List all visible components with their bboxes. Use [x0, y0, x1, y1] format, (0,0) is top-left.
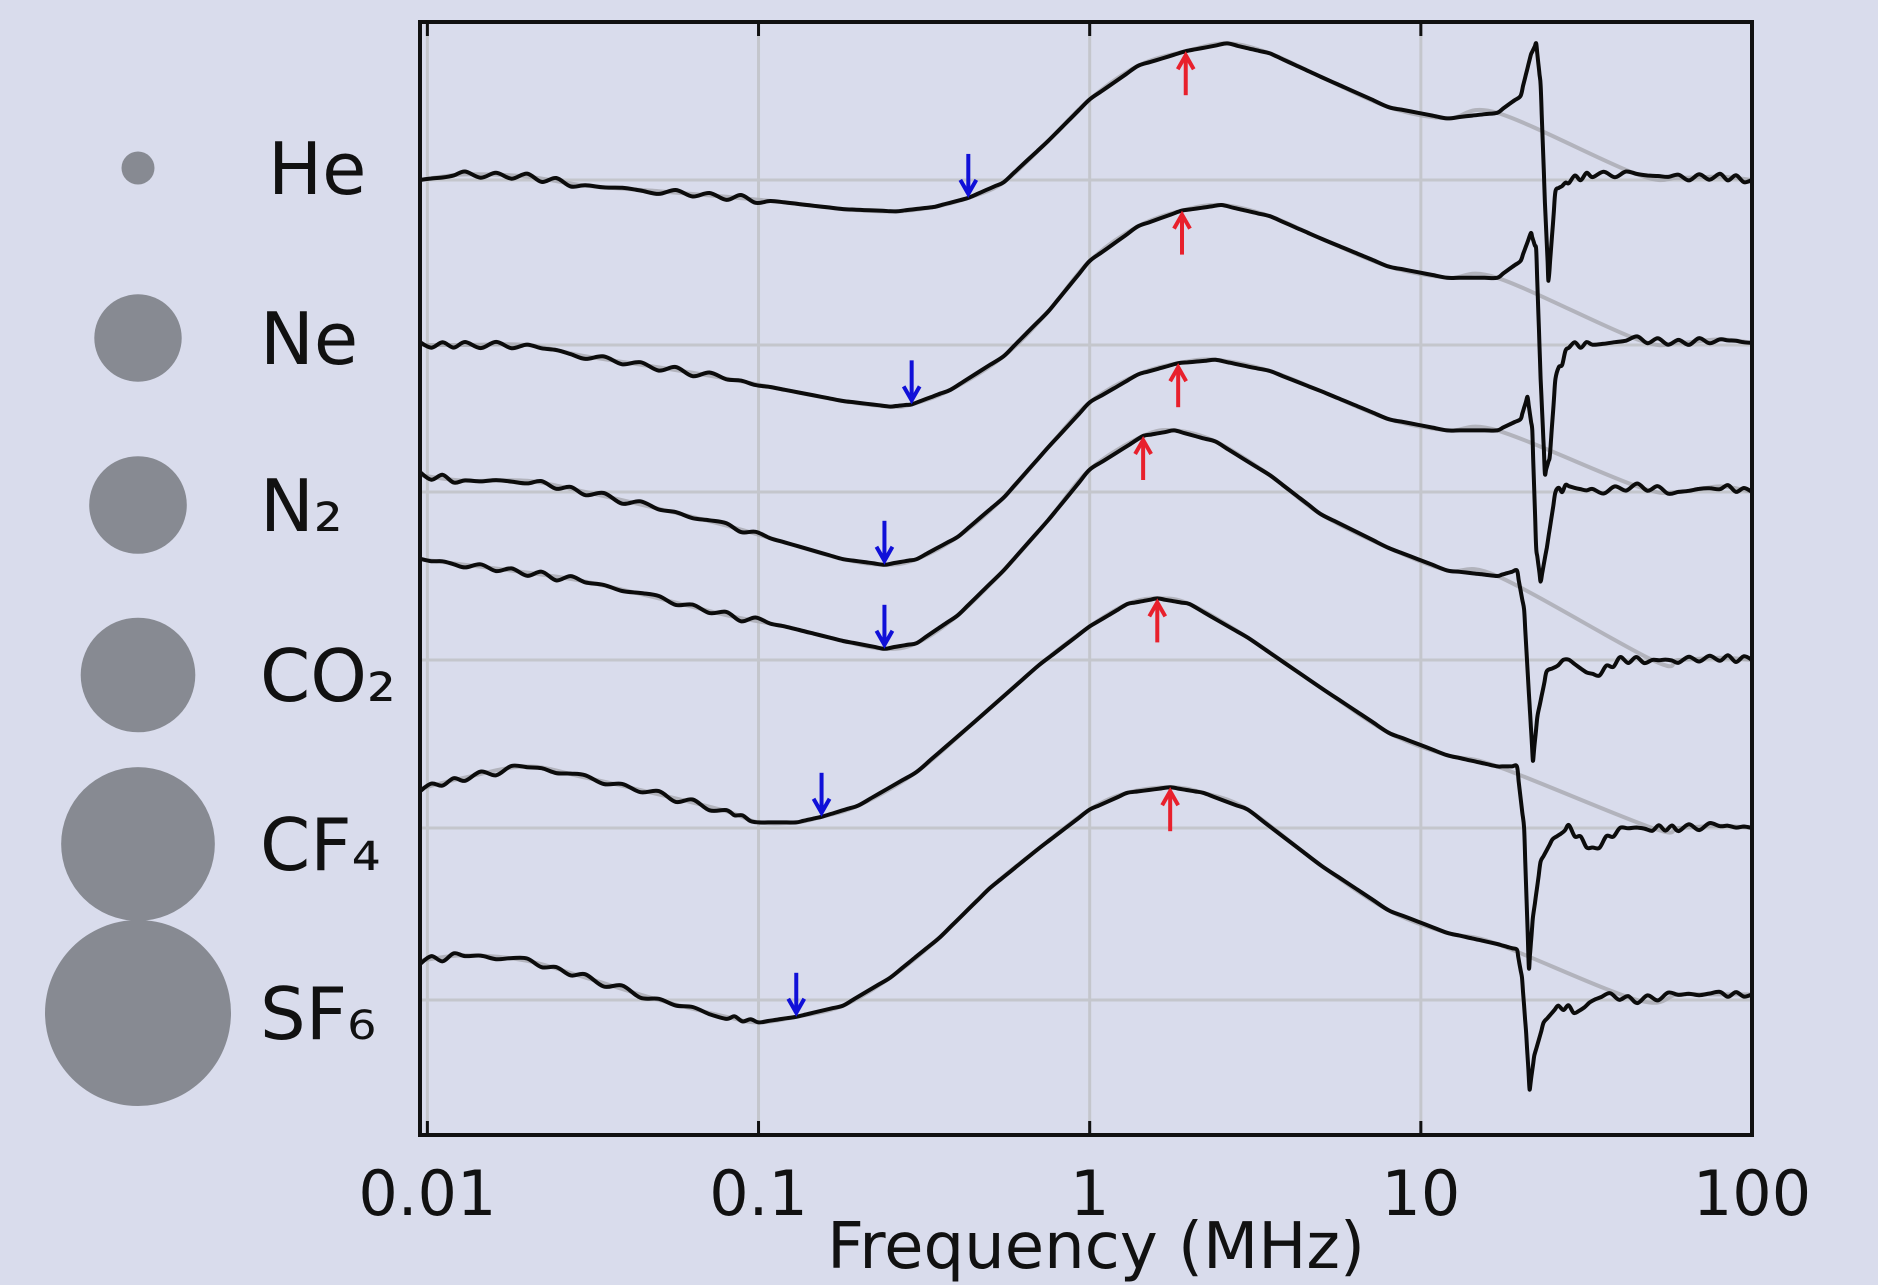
- max-arrow-5-head: [1160, 787, 1180, 807]
- min-arrow-5-head: [786, 997, 807, 1017]
- x-tick-label: 10: [1381, 1157, 1460, 1230]
- fit-4: [419, 596, 1753, 835]
- legend-marker-5: [45, 920, 231, 1106]
- max-arrow-0: [1176, 51, 1196, 96]
- legend-marker-1: [94, 294, 182, 382]
- curve-2: [418, 357, 1754, 584]
- x-tick-label: 100: [1693, 1157, 1811, 1230]
- x-axis-label: Frequency (MHz): [827, 1210, 1365, 1284]
- curve-3: [419, 428, 1753, 763]
- legend-label-2: N₂: [260, 464, 343, 548]
- min-arrow-4-head: [811, 797, 832, 817]
- x-tick-label: 1: [1070, 1157, 1109, 1230]
- min-arrow-2: [874, 520, 895, 565]
- max-arrow-5: [1160, 787, 1180, 832]
- min-arrow-4: [811, 772, 832, 817]
- min-arrow-0-head: [958, 178, 979, 198]
- min-arrow-0: [958, 153, 979, 198]
- max-arrow-2: [1168, 363, 1188, 408]
- min-arrow-2-head: [874, 545, 895, 565]
- max-arrow-4: [1147, 598, 1168, 643]
- max-arrow-0-head: [1176, 51, 1196, 71]
- min-arrow-1-head: [901, 385, 922, 405]
- legend-marker-4: [61, 767, 215, 921]
- legend-marker-2: [89, 456, 187, 554]
- fit-curves: [419, 41, 1753, 1025]
- min-arrow-1: [901, 360, 922, 405]
- x-tick-label: 0.1: [709, 1157, 808, 1230]
- curve-5: [418, 785, 1753, 1092]
- max-arrow-3: [1133, 435, 1153, 480]
- max-arrow-3-head: [1133, 435, 1153, 455]
- min-arrow-3-head: [874, 629, 895, 649]
- fit-2: [419, 357, 1753, 567]
- curve-1: [419, 202, 1753, 477]
- max-arrow-2-head: [1168, 363, 1188, 383]
- x-tick-label: 0.01: [358, 1157, 496, 1230]
- data-curves: [418, 41, 1754, 1092]
- max-arrow-1: [1172, 210, 1192, 255]
- max-arrow-1-head: [1172, 210, 1192, 230]
- curve-4: [418, 596, 1753, 971]
- curve-0: [419, 41, 1753, 283]
- legend-marker-0: [121, 151, 155, 185]
- peak-markers: [786, 51, 1196, 1017]
- max-arrow-4-head: [1147, 598, 1168, 618]
- legend-label-0: He: [268, 127, 366, 211]
- legend-label-1: Ne: [260, 297, 358, 381]
- min-arrow-3: [874, 604, 895, 649]
- legend-label-4: CF₄: [260, 803, 381, 887]
- x-axis: 0.01 0.1 1 10 100: [358, 22, 1811, 1230]
- legend-label-5: SF₆: [260, 972, 376, 1056]
- min-arrow-5: [786, 972, 807, 1017]
- legend-marker-3: [80, 617, 196, 733]
- legend: He Ne N₂ CO₂ CF₄ SF₆: [45, 127, 396, 1106]
- legend-label-3: CO₂: [260, 634, 396, 718]
- plot-frame: [418, 20, 1754, 1137]
